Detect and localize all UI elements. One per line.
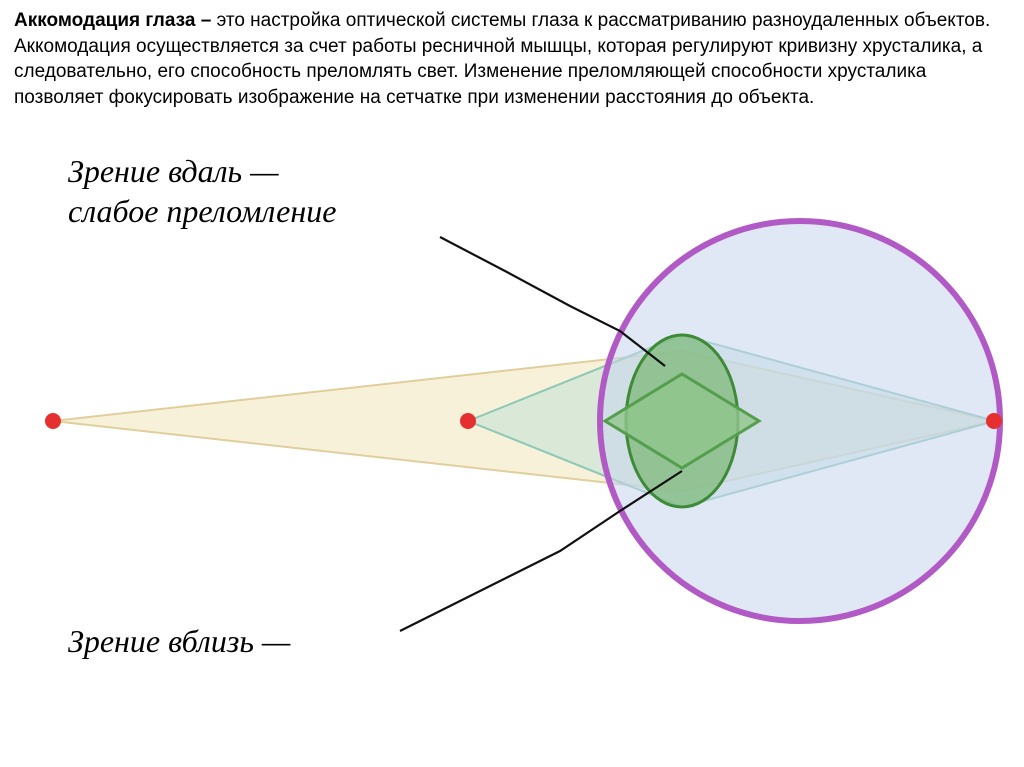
description-paragraph: Аккомодация глаза – это настройка оптиче… <box>0 0 1024 131</box>
focal-dot <box>45 413 61 429</box>
label-far-line2: слабое преломление <box>68 191 336 231</box>
focal-dot <box>460 413 476 429</box>
label-near-vision: Зрение вблизь — <box>68 621 290 661</box>
focal-dot <box>986 413 1002 429</box>
term-bold: Аккомодация глаза – <box>14 10 217 31</box>
label-far-line1: Зрение вдаль — <box>68 151 336 191</box>
label-near-line1: Зрение вблизь — <box>68 621 290 661</box>
label-far-vision: Зрение вдаль — слабое преломление <box>68 151 336 231</box>
eye-accommodation-diagram: Зрение вдаль — слабое преломление Зрение… <box>0 131 1024 691</box>
